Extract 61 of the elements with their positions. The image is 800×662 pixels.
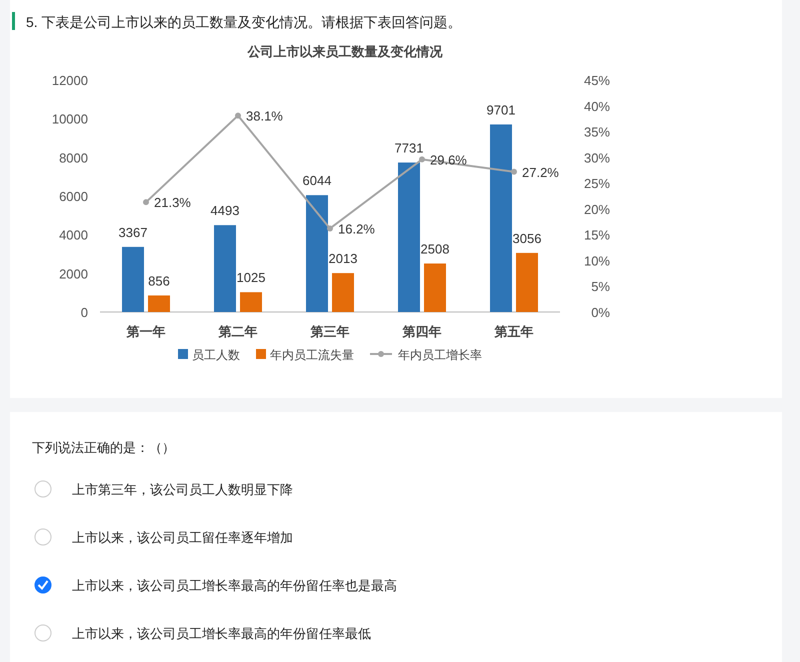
- bar: [214, 225, 236, 312]
- text: 上市以来，该公司员工增长率最高的年份留任率最低: [72, 626, 371, 641]
- y2-tick-label: 5%: [591, 279, 610, 294]
- point: [143, 199, 149, 206]
- chart-title: 公司上市以来员工数量及变化情况: [246, 44, 444, 59]
- y-tick-label: 4000: [59, 228, 88, 243]
- text: 上市第三年，该公司员工人数明显下降: [72, 482, 293, 497]
- bar: [490, 124, 512, 312]
- bar: [306, 195, 328, 312]
- data-label: 3367: [118, 224, 148, 240]
- chart-subtitle: 5. 下表是公司上市以来的员工数量及变化情况。请根据下表回答问题。: [26, 14, 462, 30]
- data-label: 38.1%: [246, 108, 284, 124]
- data-label: 2508: [420, 242, 450, 257]
- bar: [516, 252, 538, 312]
- point: [235, 112, 241, 119]
- data-label: 27.2%: [522, 164, 560, 180]
- legend-label: 年内员工流失量: [270, 348, 354, 362]
- y2-tick-label: 40%: [584, 98, 610, 114]
- data-label: 29.6%: [430, 152, 468, 168]
- data-label: 21.3%: [154, 195, 192, 210]
- y-tick-label: 6000: [59, 189, 88, 204]
- text: 上市以来，该公司员工留任率逐年增加: [72, 530, 293, 545]
- data-label: 3056: [512, 230, 542, 246]
- y-tick-label: 12000: [52, 73, 88, 88]
- legend-label: 年内员工增长率: [398, 348, 482, 362]
- y2-tick-label: 0%: [591, 305, 610, 320]
- x-tick-label: 第四年: [402, 324, 442, 339]
- y2-tick-label: 15%: [584, 228, 610, 243]
- y2-tick-label: 20%: [584, 202, 610, 217]
- y2-tick-label: 25%: [584, 176, 610, 192]
- text: 下列说法正确的是：（）: [32, 440, 175, 455]
- data-label: 9701: [486, 102, 516, 118]
- point: [419, 156, 425, 162]
- bar: [148, 295, 170, 312]
- y2-tick-label: 30%: [584, 150, 610, 166]
- bar: [332, 273, 354, 312]
- data-label: 7731: [394, 140, 424, 156]
- y-tick-label: 0: [80, 305, 88, 320]
- y2-tick-label: 45%: [584, 73, 610, 88]
- legend-label: 员工人数: [192, 348, 240, 362]
- x-tick-label: 第三年: [310, 324, 350, 339]
- point: [327, 225, 333, 232]
- text: 上市以来，该公司员工增长率最高的年份留任率也是最高: [72, 578, 397, 593]
- y-tick-label: 10000: [52, 112, 88, 127]
- y2-tick-label: 35%: [584, 124, 610, 140]
- bar: [424, 264, 446, 312]
- data-label: 4493: [210, 203, 240, 218]
- y2-tick-label: 10%: [584, 253, 610, 268]
- x-tick-label: 第一年: [126, 324, 166, 339]
- y-tick-label: 2000: [59, 266, 88, 282]
- y-tick-label: 8000: [59, 150, 88, 166]
- point: [511, 168, 517, 175]
- data-label: 6044: [302, 173, 332, 188]
- bar: [122, 246, 144, 312]
- data-label: 856: [148, 273, 170, 288]
- data-label: 2013: [328, 251, 358, 266]
- bar: [398, 162, 420, 312]
- data-label: 1025: [236, 270, 266, 286]
- x-tick-label: 第五年: [494, 324, 534, 339]
- bar: [240, 292, 262, 312]
- x-tick-label: 第二年: [218, 324, 258, 339]
